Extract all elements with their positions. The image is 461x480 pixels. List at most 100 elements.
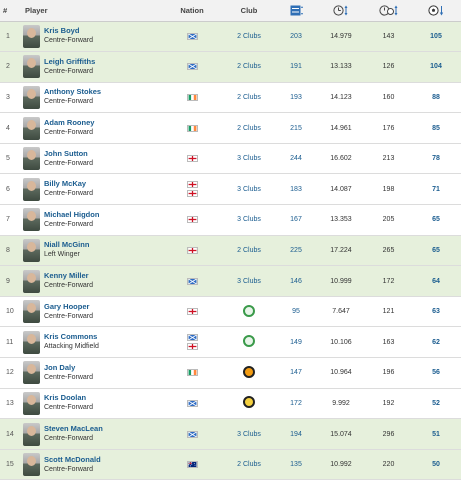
goals-link[interactable]: 85	[432, 124, 440, 132]
player-avatar[interactable]	[23, 177, 40, 201]
player-avatar[interactable]	[23, 238, 40, 262]
player-name-link[interactable]: Kris Commons	[44, 332, 98, 342]
goals-link[interactable]: 65	[432, 216, 440, 224]
appearances-cell[interactable]: 135	[276, 449, 316, 480]
goals-cell[interactable]: 85	[411, 113, 461, 144]
goals-cell[interactable]: 104	[411, 52, 461, 83]
goals-cell[interactable]: 88	[411, 82, 461, 113]
player-name-link[interactable]: Michael Higdon	[44, 209, 100, 219]
appearances-link[interactable]: 147	[290, 369, 302, 377]
goals-cell[interactable]: 65	[411, 205, 461, 236]
player-name-link[interactable]: Kris Boyd	[44, 26, 80, 36]
goals-link[interactable]: 56	[432, 369, 440, 377]
mins-per-goal-sort-header[interactable]	[366, 0, 411, 22]
appearances-cell[interactable]: 147	[276, 358, 316, 389]
player-name-link[interactable]: Kenny Miller	[44, 271, 89, 281]
player-avatar[interactable]	[23, 453, 40, 477]
player-avatar[interactable]	[23, 391, 40, 415]
player-name-link[interactable]: Adam Rooney	[44, 118, 95, 128]
goals-link[interactable]: 64	[432, 277, 440, 285]
goals-link[interactable]: 63	[432, 308, 440, 316]
goals-link[interactable]: 78	[432, 155, 440, 163]
goals-cell[interactable]: 105	[411, 21, 461, 52]
goals-cell[interactable]: 52	[411, 388, 461, 419]
goals-cell[interactable]: 78	[411, 143, 461, 174]
appearances-cell[interactable]: 95	[276, 296, 316, 327]
goals-link[interactable]: 71	[432, 185, 440, 193]
appearances-link[interactable]: 183	[290, 185, 302, 193]
appearances-cell[interactable]: 183	[276, 174, 316, 205]
player-avatar[interactable]	[23, 85, 40, 109]
partick-thistle-crest-icon[interactable]	[243, 396, 255, 409]
appearances-cell[interactable]: 225	[276, 235, 316, 266]
goals-cell[interactable]: 65	[411, 235, 461, 266]
player-avatar[interactable]	[23, 208, 40, 232]
player-avatar[interactable]	[23, 361, 40, 385]
appearances-cell[interactable]: 172	[276, 388, 316, 419]
dundee-united-crest-icon[interactable]	[243, 365, 255, 378]
club-link[interactable]: 2 Clubs	[237, 63, 261, 71]
player-name-link[interactable]: Niall McGinn	[44, 240, 90, 250]
appearances-link[interactable]: 215	[290, 124, 302, 132]
appearances-cell[interactable]: 146	[276, 266, 316, 297]
appearances-link[interactable]: 194	[290, 430, 302, 438]
goals-cell[interactable]: 63	[411, 296, 461, 327]
appearances-cell[interactable]: 215	[276, 113, 316, 144]
player-avatar[interactable]	[23, 116, 40, 140]
appearances-link[interactable]: 172	[290, 399, 302, 407]
goals-link[interactable]: 50	[432, 461, 440, 469]
club-link[interactable]: 3 Clubs	[237, 216, 261, 224]
goals-link[interactable]: 52	[432, 399, 440, 407]
appearances-cell[interactable]: 244	[276, 143, 316, 174]
appearances-cell[interactable]: 149	[276, 327, 316, 358]
club-link[interactable]: 2 Clubs	[237, 246, 261, 254]
appearances-cell[interactable]: 193	[276, 82, 316, 113]
club-link[interactable]: 2 Clubs	[237, 93, 261, 101]
celtic-crest-icon[interactable]	[243, 304, 255, 317]
goals-cell[interactable]: 64	[411, 266, 461, 297]
goals-link[interactable]: 65	[432, 246, 440, 254]
goals-link[interactable]: 62	[432, 338, 440, 346]
appearances-link[interactable]: 225	[290, 246, 302, 254]
player-avatar[interactable]	[23, 147, 40, 171]
appearances-link[interactable]: 244	[290, 155, 302, 163]
appearances-link[interactable]: 149	[290, 338, 302, 346]
player-name-link[interactable]: John Sutton	[44, 148, 88, 158]
goals-sort-header[interactable]	[411, 0, 461, 22]
goals-cell[interactable]: 62	[411, 327, 461, 358]
appearances-link[interactable]: 135	[290, 461, 302, 469]
club-link[interactable]: 3 Clubs	[237, 185, 261, 193]
player-avatar[interactable]	[23, 269, 40, 293]
goals-link[interactable]: 105	[430, 32, 442, 40]
player-avatar[interactable]	[23, 330, 40, 354]
club-link[interactable]: 3 Clubs	[237, 430, 261, 438]
goals-link[interactable]: 51	[432, 430, 440, 438]
player-name-link[interactable]: Leigh Griffiths	[44, 56, 96, 66]
goals-cell[interactable]: 50	[411, 449, 461, 480]
minutes-sort-header[interactable]	[316, 0, 366, 22]
goals-link[interactable]: 88	[432, 93, 440, 101]
appearances-cell[interactable]: 203	[276, 21, 316, 52]
player-name-link[interactable]: Anthony Stokes	[44, 87, 102, 97]
club-link[interactable]: 2 Clubs	[237, 32, 261, 40]
appearances-link[interactable]: 95	[292, 308, 300, 316]
player-name-link[interactable]: Gary Hooper	[44, 301, 90, 311]
appearances-sort-header[interactable]	[276, 0, 316, 22]
appearances-link[interactable]: 146	[290, 277, 302, 285]
club-link[interactable]: 2 Clubs	[237, 124, 261, 132]
goals-cell[interactable]: 71	[411, 174, 461, 205]
player-avatar[interactable]	[23, 300, 40, 324]
player-name-link[interactable]: Steven MacLean	[44, 424, 103, 434]
goals-cell[interactable]: 51	[411, 419, 461, 450]
appearances-cell[interactable]: 191	[276, 52, 316, 83]
appearances-link[interactable]: 191	[290, 63, 302, 71]
goals-link[interactable]: 104	[430, 63, 442, 71]
club-link[interactable]: 3 Clubs	[237, 155, 261, 163]
club-link[interactable]: 2 Clubs	[237, 461, 261, 469]
celtic-crest-icon[interactable]	[243, 335, 255, 348]
appearances-cell[interactable]: 194	[276, 419, 316, 450]
player-name-link[interactable]: Billy McKay	[44, 179, 87, 189]
appearances-link[interactable]: 167	[290, 216, 302, 224]
club-link[interactable]: 3 Clubs	[237, 277, 261, 285]
player-avatar[interactable]	[23, 422, 40, 446]
